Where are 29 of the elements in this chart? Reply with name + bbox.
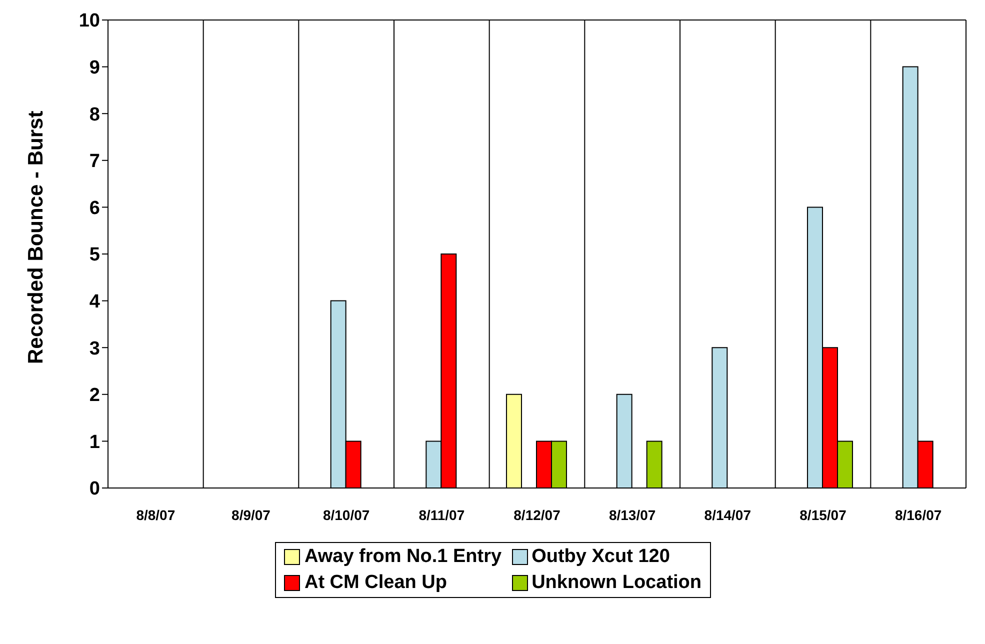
x-tick-label: 8/9/07 (232, 506, 271, 523)
x-tick-label: 8/13/07 (608, 506, 656, 523)
bar (506, 394, 522, 488)
x-tick-label: 8/14/07 (704, 506, 752, 523)
x-tick-label: 8/12/07 (514, 506, 561, 523)
y-tick-label: 3 (89, 338, 100, 360)
y-axis-title: Recorded Bounce - Burst (24, 110, 48, 364)
y-tick-label: 5 (89, 244, 100, 266)
y-tick-label: 7 (89, 151, 100, 172)
x-tick-label: 8/10/07 (322, 506, 370, 523)
bar (646, 440, 662, 488)
bar (712, 347, 728, 488)
legend-label: At CM Clean Up (304, 572, 447, 594)
y-tick-label: 8 (89, 104, 100, 126)
legend-label: Outby Xcut 120 (532, 546, 670, 568)
y-tick-label: 9 (89, 58, 100, 79)
y-tick-label: 2 (89, 385, 100, 406)
y-tick-label: 0 (89, 478, 100, 500)
x-tick-label: 8/16/07 (894, 506, 942, 523)
legend-label: Unknown Location (532, 572, 702, 594)
legend-label: Away from No.1 Entry (304, 546, 502, 568)
y-tick-label: 1 (89, 432, 100, 453)
y-tick-label: 4 (89, 292, 100, 313)
x-tick-label: 8/15/07 (800, 506, 847, 523)
x-tick-label: 8/11/07 (418, 506, 465, 523)
y-tick-label: 10 (78, 10, 100, 32)
bar (616, 394, 632, 488)
x-tick-label: 8/8/07 (136, 506, 176, 523)
y-tick-label: 6 (89, 198, 100, 219)
